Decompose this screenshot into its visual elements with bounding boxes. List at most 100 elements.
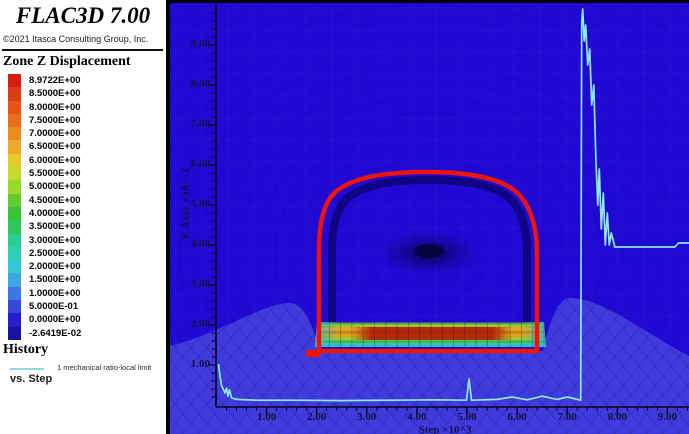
legend-item: 4.0000E+00 <box>8 206 81 221</box>
history-title: History <box>3 342 49 357</box>
tunnel-center-core <box>414 244 444 258</box>
legend-item: 8.0000E+00 <box>8 100 81 114</box>
legend-item: 1.0000E+00 <box>8 286 81 301</box>
legend-color-swatch <box>8 206 21 221</box>
legend-value: 8.5000E+00 <box>29 88 81 100</box>
legend-value: 4.5000E+00 <box>29 194 81 206</box>
legend-value: 6.5000E+00 <box>29 141 81 153</box>
y-tick-label: 8.00 <box>190 78 210 90</box>
y-tick-label: 6.00 <box>190 158 210 170</box>
legend-value: 6.0000E+00 <box>29 154 81 166</box>
legend-value: -2.6419E-02 <box>29 327 82 339</box>
legend-item: 1.5000E+00 <box>8 273 81 287</box>
x-tick-label: 2.00 <box>307 411 327 423</box>
plot-left-border <box>166 0 170 434</box>
x-tick-label: 1.00 <box>256 411 277 423</box>
tunnel-outline <box>316 169 540 354</box>
y-tick-label: 4.00 <box>190 238 210 250</box>
y-tick-label: 1.00 <box>190 358 210 370</box>
legend-color-swatch <box>8 74 21 88</box>
legend-item: 3.5000E+00 <box>8 220 81 234</box>
legend-color-swatch <box>8 273 21 287</box>
x-tick-label: 5.00 <box>457 411 477 423</box>
legend-value: 5.0000E+00 <box>29 181 81 193</box>
history-curve <box>217 8 689 402</box>
legend-item: 4.5000E+00 <box>8 193 81 207</box>
x-tick-label: 9.00 <box>657 411 678 423</box>
legend-item: -2.6419E-02 <box>8 326 82 340</box>
legend-color-swatch <box>8 246 21 261</box>
legend-color-swatch <box>8 300 21 314</box>
x-tick-label: 7.00 <box>557 411 577 423</box>
x-axis-title: Step ×10^3 <box>418 424 472 434</box>
legend-value: 5.5000E+00 <box>29 168 81 180</box>
legend-item: 2.5000E+00 <box>8 246 81 261</box>
tunnel-outline-stub <box>306 350 320 357</box>
legend-item: 5.0000E+00 <box>8 180 81 194</box>
legend-color-swatch <box>8 87 21 101</box>
legend-value: 1.0000E+00 <box>29 287 81 299</box>
plot-area: Y-Axis ×10^-1 Step ×10^3 9.00 8.00 7.00 6.0… <box>166 0 689 434</box>
tunnel-inner-shadow <box>328 175 531 345</box>
history-line <box>217 8 689 402</box>
legend-value: 5.0000E-01 <box>29 301 79 313</box>
legend-value: 8.0000E+00 <box>29 101 81 113</box>
plot-axes <box>208 4 689 414</box>
legend-item: 3.0000E+00 <box>8 233 81 247</box>
y-tick-label: 3.00 <box>190 278 210 290</box>
legend-value: 7.0000E+00 <box>29 128 81 140</box>
legend-color-swatch <box>8 260 21 274</box>
x-tick-label: 3.00 <box>357 411 377 423</box>
legend-color-swatch <box>8 113 21 128</box>
y-tick-label: 7.00 <box>190 118 210 130</box>
legend-color-swatch <box>8 326 21 340</box>
legend-value: 2.5000E+00 <box>29 247 81 259</box>
y-tick-label: 9.00 <box>190 38 210 50</box>
legend-item: 2.0000E+00 <box>8 260 81 274</box>
legend-item: 8.9722E+00 <box>8 74 81 88</box>
x-tick-label: 6.00 <box>507 411 527 423</box>
legend-color-swatch <box>8 180 21 194</box>
legend-value: 1.5000E+00 <box>29 274 81 286</box>
displacement-colorbar: 8.9722E+00 8.5000E+00 8.0000E+00 7.5000E+00… <box>8 74 81 340</box>
legend-item: 7.5000E+00 <box>8 113 81 128</box>
legend-item: 8.5000E+00 <box>8 87 81 101</box>
legend-item: 0.0000E+00 <box>8 313 81 327</box>
divider <box>2 49 163 51</box>
copyright-text: ©2021 Itasca Consulting Group, Inc. <box>3 34 149 44</box>
plot-top-border <box>166 0 689 3</box>
y-tick-label: 2.00 <box>190 318 210 330</box>
legend-color-swatch <box>8 220 21 234</box>
legend-value: 0.0000E+00 <box>29 314 81 326</box>
legend-item: 6.5000E+00 <box>8 140 81 154</box>
legend-value: 7.5000E+00 <box>29 114 81 126</box>
history-series-swatch <box>10 368 44 370</box>
legend-panel: FLAC3D 7.00 ©2021 Itasca Consulting Grou… <box>0 0 166 434</box>
legend-item: 5.0000E-01 <box>8 300 81 314</box>
model-view <box>166 0 689 434</box>
legend-color-swatch <box>8 286 21 301</box>
legend-value: 3.5000E+00 <box>29 221 81 233</box>
history-vs-step-label: vs. Step <box>10 373 53 385</box>
legend-color-swatch <box>8 313 21 327</box>
legend-value: 3.0000E+00 <box>29 234 81 246</box>
legend-item: 7.0000E+00 <box>8 127 81 141</box>
legend-color-swatch <box>8 100 21 114</box>
x-tick-label: 8.00 <box>607 411 627 423</box>
legend-color-swatch <box>8 193 21 207</box>
x-tick-label: 4.00 <box>407 411 427 423</box>
legend-color-swatch <box>8 127 21 141</box>
legend-item: 5.5000E+00 <box>8 167 81 181</box>
displacement-contour-floor <box>315 322 546 347</box>
history-series-label: 1 mechanical ratio-local limit <box>57 363 152 372</box>
legend-value: 8.9722E+00 <box>29 75 81 86</box>
legend-color-swatch <box>8 140 21 154</box>
legend-value: 2.0000E+00 <box>29 261 81 273</box>
legend-color-swatch <box>8 233 21 247</box>
legend-color-swatch <box>8 167 21 181</box>
app-title: FLAC3D 7.00 <box>15 3 151 28</box>
legend-title: Zone Z Displacement <box>3 54 131 69</box>
legend-color-swatch <box>8 153 21 168</box>
legend-value: 4.0000E+00 <box>29 207 81 219</box>
